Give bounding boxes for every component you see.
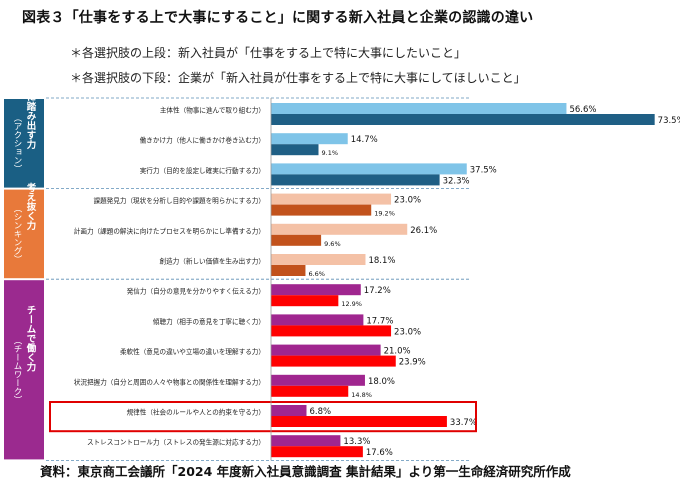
value-label-company: 9.6%	[324, 240, 341, 248]
bar-company	[271, 416, 447, 427]
page-title: 図表３「仕事をする上で大事にすること」に関する新入社員と企業の認識の違い	[22, 10, 534, 26]
value-label-company: 23.0%	[394, 327, 421, 337]
group-label-3: チームで働く力	[25, 305, 38, 372]
group-band-1	[4, 99, 44, 188]
bar-company	[271, 144, 319, 156]
highlight-box	[49, 401, 477, 433]
category-label: ストレスコントロール力（ストレスの発生源に対応する力）	[87, 438, 265, 447]
value-label-company: 12.9%	[341, 300, 362, 308]
value-label-new-employee: 18.1%	[368, 256, 395, 266]
legend-note-bottom: ＊各選択肢の下段：企業が「新入社員が仕事をする上で特に大事にしてほしいこと」	[70, 71, 526, 85]
value-label-company: 9.1%	[322, 149, 339, 157]
group-sublabel-1: （アクション）	[12, 114, 22, 174]
group-band-2	[4, 189, 44, 279]
value-label-new-employee: 37.5%	[470, 165, 497, 175]
value-label-company: 6.6%	[308, 270, 325, 278]
value-label-new-employee: 26.1%	[410, 226, 437, 236]
bar-company	[271, 234, 322, 246]
category-label: 実行力（目的を設定し確実に行動する力）	[140, 166, 265, 175]
value-label-new-employee: 6.8%	[309, 407, 331, 417]
bar-new-employee	[271, 435, 341, 447]
category-label: 働きかけ力（他人に働きかけ巻き込む力）	[140, 136, 265, 145]
value-label-new-employee: 14.7%	[351, 135, 378, 145]
value-label-new-employee: 18.0%	[368, 377, 395, 387]
value-label-company: 73.5%	[658, 116, 680, 126]
bar-new-employee	[271, 223, 408, 235]
bar-company	[271, 446, 363, 458]
source-note: 資料：東京商工会議所「2024 年度新入社員意識調査 集計結果」より第一生命経済…	[40, 464, 571, 479]
value-label-new-employee: 17.2%	[364, 286, 391, 296]
category-label: 創造力（新しい価値を生み出す力）	[160, 257, 266, 266]
bar-company	[271, 174, 440, 186]
bar-new-employee	[271, 193, 392, 205]
value-label-company: 23.9%	[399, 358, 426, 368]
group-label-1: 前に踏み出す力	[25, 82, 37, 150]
legend-note-top: ＊各選択肢の上段：新入社員が「仕事をする上で特に大事にしたいこと」	[70, 46, 467, 60]
value-label-company: 32.3%	[443, 176, 470, 186]
value-label-new-employee: 13.3%	[343, 437, 370, 447]
bar-new-employee	[271, 344, 381, 356]
category-label: 傾聴力（相手の意見を丁寧に聴く力）	[153, 317, 265, 326]
bar-company	[271, 114, 655, 125]
bar-new-employee	[271, 405, 307, 416]
bar-company	[271, 355, 396, 367]
category-label: 柔軟性（意見の違いや立場の違いを理解する力）	[120, 347, 265, 356]
category-label: 主体性（物事に進んで取り組む力）	[160, 106, 265, 115]
group-band-3	[4, 280, 44, 460]
bar-new-employee	[271, 284, 361, 296]
bar-new-employee	[271, 254, 366, 265]
bar-new-employee	[271, 314, 364, 326]
value-label-company: 17.6%	[366, 448, 393, 458]
bar-new-employee	[271, 374, 365, 386]
bar-new-employee	[271, 103, 567, 114]
category-label: 状況把握力（自分と周囲の人々や物事との関係性を理解する力）	[74, 377, 265, 386]
bar-new-employee	[271, 133, 348, 145]
bar-company	[271, 295, 339, 307]
bar-company	[271, 265, 306, 276]
value-label-new-employee: 17.7%	[366, 316, 393, 326]
bar-company	[271, 325, 392, 337]
value-label-new-employee: 56.6%	[569, 105, 596, 115]
value-label-new-employee: 23.0%	[394, 196, 421, 206]
value-label-company: 33.7%	[450, 418, 477, 428]
category-label: 発信力（自分の意見を分かりやすく伝える力）	[127, 287, 265, 296]
value-label-new-employee: 21.0%	[384, 347, 411, 357]
group-sublabel-3: （チームワーク）	[12, 336, 22, 404]
bar-company	[271, 204, 372, 216]
value-label-company: 14.8%	[351, 391, 372, 399]
value-label-company: 19.2%	[374, 210, 395, 218]
group-label-2: 考え抜く力	[25, 182, 37, 231]
bar-company	[271, 385, 349, 397]
category-label: 課題発見力（現状を分析し目的や課題を明らかにする力）	[93, 196, 265, 205]
category-label: 計画力（課題の解決に向けたプロセスを明らかにし準備する力）	[74, 226, 265, 235]
category-label: 規律性（社会のルールや人との約束を守る力）	[127, 408, 265, 417]
bar-new-employee	[271, 163, 467, 175]
group-sublabel-2: （シンキング）	[12, 204, 22, 264]
